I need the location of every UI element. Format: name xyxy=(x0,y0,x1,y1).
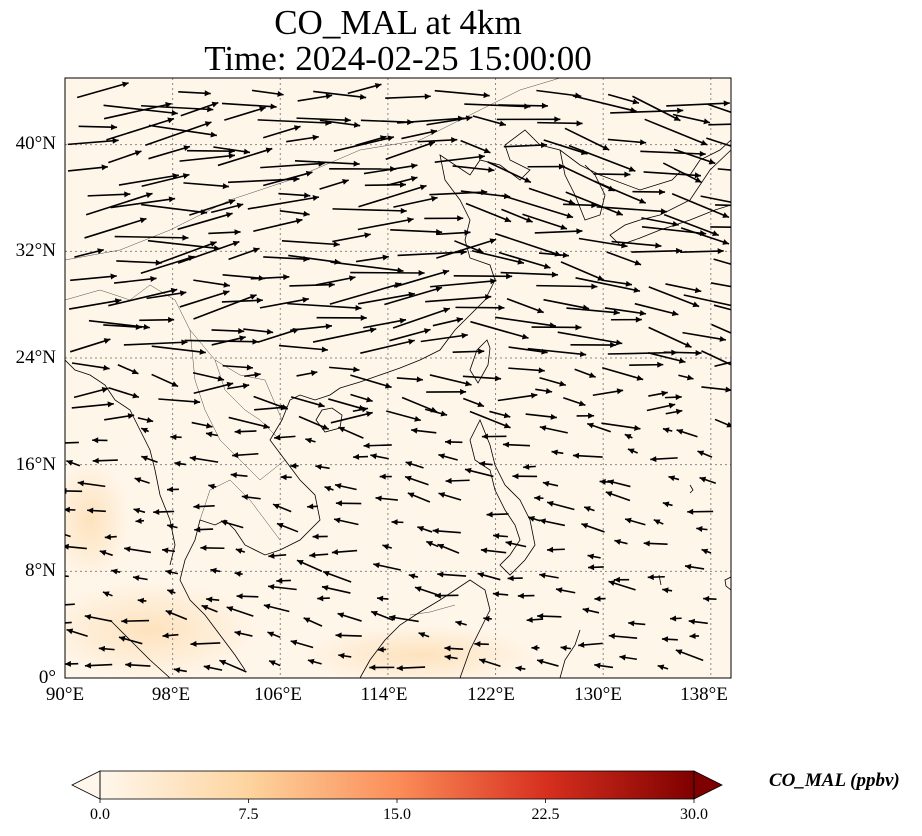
wind-vector-head xyxy=(738,121,744,127)
wind-vector-shaft xyxy=(536,286,597,287)
lat-tick-label: 8°N xyxy=(0,561,56,581)
wind-vector-head xyxy=(51,602,57,608)
lat-tick-label: 40°N xyxy=(0,134,56,154)
wind-vector-shaft xyxy=(710,227,779,228)
lon-tick-label: 90°E xyxy=(25,685,105,705)
lat-tick-label: 24°N xyxy=(0,348,56,368)
lon-tick-label: 98°E xyxy=(131,685,211,705)
wind-vector-head xyxy=(760,203,766,209)
wind-vector-shaft xyxy=(498,105,548,106)
wind-vector-head xyxy=(45,527,52,533)
wind-vector-head xyxy=(741,357,748,363)
colorbar-tick-label: 22.5 xyxy=(516,806,576,824)
wind-vector-head xyxy=(51,621,57,627)
wind-vector-shaft xyxy=(708,124,744,125)
wind-vector-head xyxy=(753,268,760,274)
colorbar-tick-label: 0.0 xyxy=(70,806,130,824)
lon-tick-label: 114°E xyxy=(344,685,424,705)
colorbar-gradient xyxy=(100,771,694,799)
lon-tick-label: 130°E xyxy=(558,685,638,705)
wind-vector-head xyxy=(765,121,772,127)
wind-vector-head xyxy=(761,377,768,382)
wind-vector-head xyxy=(773,225,779,231)
wind-vector-head xyxy=(732,303,739,309)
wind-vector-head xyxy=(761,170,767,176)
map-area xyxy=(39,78,779,685)
wind-vector-shaft xyxy=(454,276,512,277)
colorbar xyxy=(72,771,722,803)
wind-vector-head xyxy=(749,149,756,155)
wind-vector-head xyxy=(758,314,765,320)
colorbar-tick-label: 7.5 xyxy=(219,806,279,824)
lat-tick-label: 16°N xyxy=(0,455,56,475)
lon-tick-label: 122°E xyxy=(451,685,531,705)
lat-tick-label: 32°N xyxy=(0,241,56,261)
wind-vector-head xyxy=(744,202,750,208)
colorbar-tick-label: 15.0 xyxy=(367,806,427,824)
colorbar-extend-min xyxy=(72,771,100,799)
lon-tick-label: 106°E xyxy=(238,685,318,705)
colorbar-extend-max xyxy=(694,771,722,799)
wind-vector-head xyxy=(745,337,752,343)
lon-tick-label: 138°E xyxy=(664,685,744,705)
wind-vector-head xyxy=(60,488,66,494)
colorbar-tick-label: 30.0 xyxy=(664,806,724,824)
wind-vector-head xyxy=(756,288,762,294)
colorbar-label: CO_MAL (ppbv) xyxy=(769,770,900,792)
wind-vector-shaft xyxy=(365,185,406,186)
co-field-high-region xyxy=(50,460,130,580)
wind-vector-shaft xyxy=(537,123,582,124)
wind-vector-head xyxy=(52,440,58,446)
co-field-high-region xyxy=(40,580,260,680)
